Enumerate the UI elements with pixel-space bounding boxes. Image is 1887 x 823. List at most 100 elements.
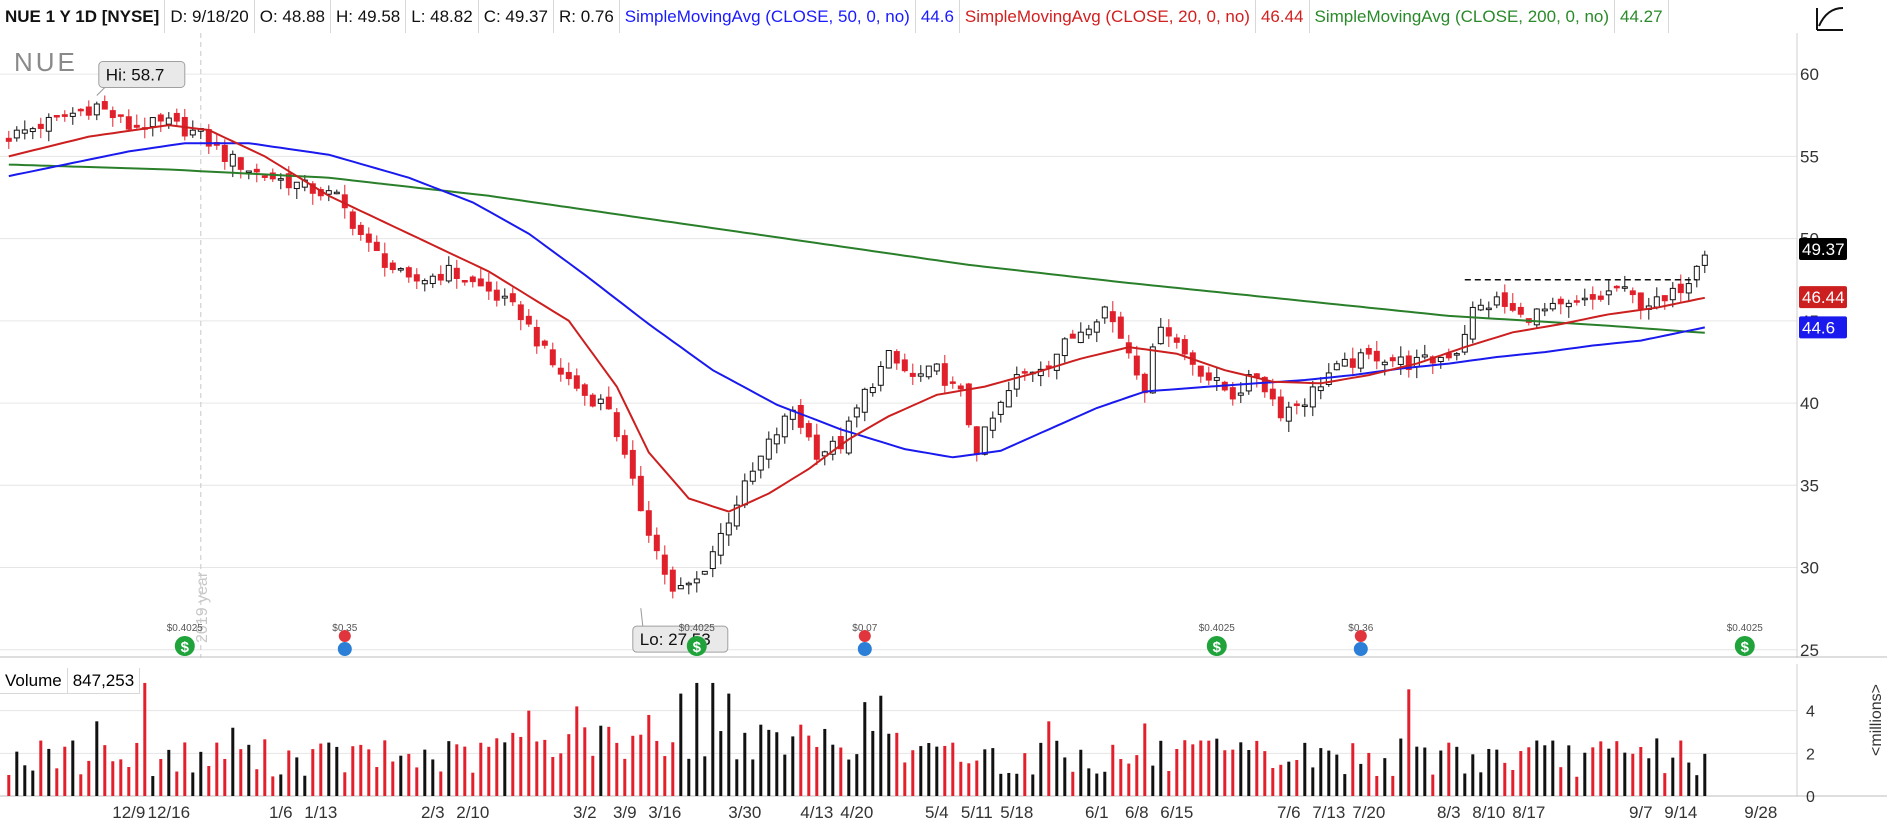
candle-body[interactable] [1533,308,1540,326]
volume-bar[interactable] [655,740,659,796]
candle-body[interactable] [1237,392,1244,396]
candle-body[interactable] [861,388,868,413]
candle-body[interactable] [949,381,956,384]
volume-bar[interactable] [135,742,139,796]
candle-body[interactable] [1357,352,1364,369]
candle-body[interactable] [1117,316,1124,339]
candle-body[interactable] [693,578,700,584]
candle-body[interactable] [981,426,988,455]
candle-body[interactable] [53,114,60,118]
volume-bar[interactable] [1663,773,1667,796]
candle-body[interactable] [701,570,708,575]
volume-bar[interactable] [671,742,675,796]
volume-bar[interactable] [695,682,699,796]
candle-body[interactable] [1405,355,1412,370]
volume-bar[interactable] [887,733,891,796]
volume-bar[interactable] [847,759,851,796]
candle-body[interactable] [525,315,532,325]
dividend-icon[interactable] [174,636,195,656]
candle-body[interactable] [1677,283,1684,294]
volume-bar[interactable] [1151,765,1155,796]
candle-body[interactable] [893,351,900,364]
candle-body[interactable] [765,438,772,460]
volume-bar[interactable] [503,742,507,796]
candle-body[interactable] [669,569,676,592]
volume-bar[interactable] [1591,747,1595,796]
earnings-icon[interactable] [1354,630,1367,642]
volume-bar[interactable] [1607,748,1611,796]
candle-body[interactable] [1069,333,1076,339]
volume-bar[interactable] [1247,750,1251,796]
volume-bar[interactable] [1351,743,1355,796]
volume-bar[interactable] [1431,774,1435,796]
volume-bar[interactable] [263,739,267,796]
candle-body[interactable] [1053,353,1060,371]
volume-bar[interactable] [1495,749,1499,796]
volume-bar[interactable] [639,734,643,796]
volume-bar[interactable] [1239,742,1243,796]
candle-body[interactable] [69,112,76,117]
volume-bar[interactable] [759,724,763,796]
volume-bar[interactable] [1383,758,1387,796]
volume-bar[interactable] [1159,740,1163,796]
candle-body[interactable] [77,108,84,112]
volume-bar[interactable] [919,746,923,796]
candle-body[interactable] [1109,311,1116,323]
candle-body[interactable] [1701,254,1708,266]
candle-body[interactable] [1493,296,1500,306]
volume-bar[interactable] [167,749,171,796]
volume-bar[interactable] [1055,740,1059,796]
volume-bar[interactable] [711,682,715,796]
volume-bar[interactable] [495,738,499,796]
candle-body[interactable] [1317,386,1324,392]
candle-body[interactable] [13,129,20,139]
volume-bar[interactable] [735,759,739,796]
volume-bar[interactable] [567,734,571,796]
volume-bar[interactable] [727,693,731,796]
volume-bar[interactable] [207,766,211,796]
candle-body[interactable] [117,114,124,117]
candle-body[interactable] [1133,355,1140,376]
candle-body[interactable] [1397,356,1404,365]
candle-body[interactable] [1461,333,1468,353]
volume-bar[interactable] [375,767,379,796]
candle-body[interactable] [677,585,684,590]
volume-bar[interactable] [1143,723,1147,796]
volume-bar[interactable] [951,742,955,796]
candle-body[interactable] [357,224,364,236]
candle-body[interactable] [37,123,44,129]
candle-body[interactable] [1685,283,1692,294]
candle-body[interactable] [909,372,916,377]
volume-bar[interactable] [223,758,227,796]
volume-bar[interactable] [191,772,195,796]
volume-bar[interactable] [687,758,691,796]
volume-bar[interactable] [983,749,987,796]
volume-bar[interactable] [287,750,291,796]
volume-bar[interactable] [1391,775,1395,796]
candle-body[interactable] [549,349,556,366]
volume-bar[interactable] [71,740,75,796]
candle-body[interactable] [1621,286,1628,289]
candle-body[interactable] [1581,297,1588,301]
candle-body[interactable] [1213,377,1220,381]
candle-body[interactable] [157,114,164,122]
candle-body[interactable] [1101,306,1108,319]
sma200-line[interactable] [8,163,1705,334]
volume-bar[interactable] [1111,744,1115,796]
candle-body[interactable] [1501,292,1508,307]
candle-body[interactable] [1149,346,1156,394]
volume-bar[interactable] [1687,762,1691,796]
volume-bar[interactable] [703,756,707,796]
volume-bar[interactable] [863,702,867,796]
volume-bar[interactable] [343,772,347,796]
candle-body[interactable] [613,412,620,438]
volume-bar[interactable] [1703,753,1707,796]
volume-bar[interactable] [87,760,91,796]
volume-bar[interactable] [1311,767,1315,796]
candle-body[interactable] [685,582,692,586]
volume-bar[interactable] [1439,750,1443,796]
volume-bar[interactable] [1263,751,1267,796]
candle-body[interactable] [1205,372,1212,381]
candle-body[interactable] [829,440,836,455]
candle-body[interactable] [621,435,628,455]
